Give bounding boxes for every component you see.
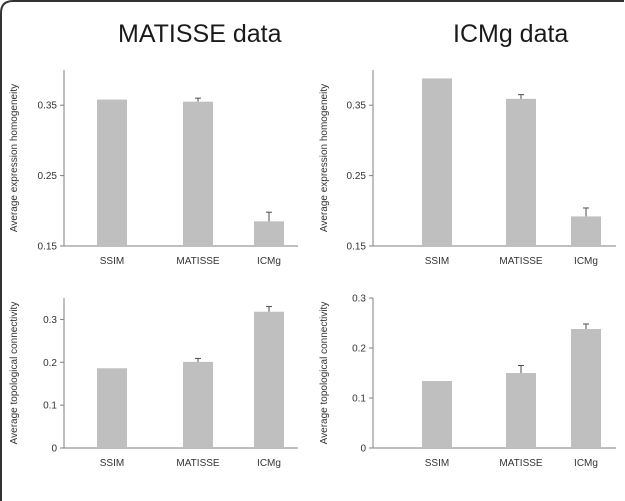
- x-category-label: MATISSE: [499, 256, 542, 267]
- x-category-label: ICMg: [257, 256, 281, 267]
- y-tick-label: 0.25: [38, 171, 58, 182]
- bar-ssim: [422, 381, 452, 448]
- y-axis-label: Average expression homogeneity: [9, 84, 20, 232]
- y-tick-label: 0.35: [347, 101, 367, 112]
- bar-icmg: [254, 221, 284, 246]
- y-tick-label: 0.1: [352, 394, 366, 405]
- bar-matisse: [506, 99, 536, 246]
- y-tick-label: 0: [360, 444, 366, 455]
- x-category-label: SSIM: [100, 458, 124, 469]
- expression-homogeneity-chart-matisse: 0.15 0.25 0.35 Average expression homogenei…: [0, 58, 310, 280]
- x-category-label: ICMg: [257, 458, 281, 469]
- y-axis-label: Average topological connectivity: [319, 302, 330, 445]
- x-category-label: SSIM: [425, 256, 449, 267]
- bar-ssim: [422, 78, 452, 246]
- y-tick-label: 0.3: [352, 294, 366, 305]
- y-tick-label: 0.25: [347, 171, 367, 182]
- y-tick-label: 0.2: [352, 344, 366, 355]
- bar-matisse: [183, 102, 213, 246]
- x-category-label: SSIM: [100, 256, 124, 267]
- left-column-title: MATISSE data: [118, 20, 282, 49]
- topological-connectivity-chart-icmg: 0 0.1 0.2 0.3 Average topological connectivi…: [310, 280, 625, 501]
- x-category-label: MATISSE: [499, 458, 542, 469]
- bar-matisse: [506, 373, 536, 448]
- x-category-label: ICMg: [574, 458, 598, 469]
- x-category-label: ICMg: [574, 256, 598, 267]
- x-category-label: SSIM: [425, 458, 449, 469]
- bar-matisse: [183, 362, 213, 448]
- expression-homogeneity-chart-icmg: 0.15 0.25 0.35 Average expression homogenei…: [310, 58, 625, 280]
- y-tick-label: 0: [51, 444, 57, 455]
- x-category-label: MATISSE: [176, 256, 219, 267]
- topological-connectivity-chart-matisse: 0 0.1 0.2 0.3 Average topological connectivi…: [0, 280, 310, 501]
- bar-ssim: [97, 368, 127, 448]
- bar-icmg: [571, 216, 601, 246]
- bar-icmg: [571, 329, 601, 448]
- bar-ssim: [97, 100, 127, 246]
- y-tick-label: 0.15: [347, 242, 367, 253]
- x-category-label: MATISSE: [176, 458, 219, 469]
- y-tick-label: 0.1: [43, 401, 57, 412]
- y-tick-label: 0.35: [38, 101, 58, 112]
- y-tick-label: 0.15: [38, 242, 58, 253]
- y-axis-label: Average expression homogeneity: [319, 84, 330, 232]
- y-axis-label: Average topological connectivity: [9, 302, 20, 445]
- y-tick-label: 0.2: [43, 358, 57, 369]
- right-column-title: ICMg data: [453, 20, 568, 49]
- bar-icmg: [254, 312, 284, 448]
- y-tick-label: 0.3: [43, 315, 57, 326]
